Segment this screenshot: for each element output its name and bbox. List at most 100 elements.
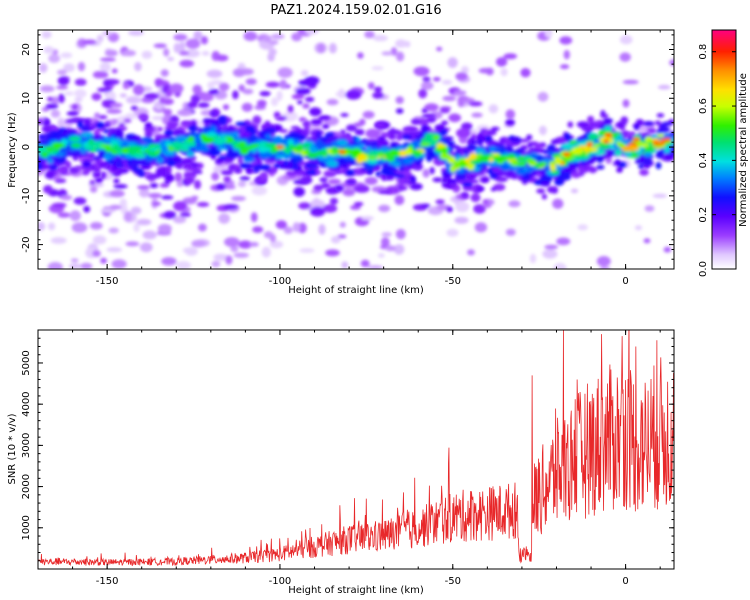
heatmap-noise-cell	[537, 91, 549, 102]
snr-frame	[37, 329, 675, 570]
heatmap-noise-cell	[269, 234, 276, 243]
heatmap-ridge-cell	[172, 128, 186, 137]
colorbar-tick-label: 0.2	[698, 207, 709, 223]
heatmap-ridge-cell	[534, 163, 545, 168]
heatmap-noise-cell	[529, 253, 537, 264]
heatmap-noise-cell	[552, 198, 564, 209]
heatmap-ridge-cell	[360, 138, 368, 145]
heatmap-noise-cell	[325, 249, 340, 257]
heatmap-noise-cell	[563, 49, 570, 60]
heatmap-ridge-cell	[439, 129, 448, 136]
heatmap-ridge-cell	[587, 115, 595, 124]
colorbar-frame	[711, 29, 737, 270]
heatmap-noise-cell	[45, 103, 59, 110]
heatmap-ridge-cell	[115, 162, 125, 169]
heatmap-noise-cell	[342, 188, 356, 197]
heatmap-ridge-cell	[38, 134, 46, 140]
heatmap-ridge-cell	[78, 152, 90, 157]
heatmap-ridge-cell	[657, 133, 665, 138]
heatmap-ridge-cell	[507, 153, 516, 160]
heatmap-ridge-cell	[137, 171, 146, 177]
heatmap-noise-cell	[276, 90, 283, 101]
heatmap-ridge-cell	[155, 167, 167, 176]
heatmap-noise-cell	[622, 99, 630, 108]
heatmap-noise-cell	[169, 83, 184, 94]
heatmap-ridge-cell	[218, 155, 227, 160]
heatmap-ridge-cell	[130, 145, 142, 151]
heatmap-ridge-cell	[643, 152, 652, 157]
heatmap-ridge-cell	[318, 115, 331, 121]
heatmap-noise-cell	[446, 228, 459, 237]
heatmap-ridge-cell	[92, 156, 101, 160]
heatmap-ridge-cell	[535, 143, 542, 150]
heatmap-noise-cell	[322, 204, 338, 213]
heatmap-ridge-cell	[417, 118, 430, 126]
heatmap-noise-cell	[357, 52, 364, 59]
heatmap-ridge-cell	[315, 130, 322, 139]
heatmap-ridge-cell	[257, 158, 263, 166]
heatmap-noise-cell	[201, 51, 210, 56]
heatmap-ridge-cell	[401, 134, 413, 140]
heatmap-ridge-cell	[392, 161, 401, 167]
heatmap-noise-cell	[271, 33, 285, 40]
heatmap-noise-cell	[176, 261, 191, 269]
ytick-label: 0	[21, 144, 32, 150]
heatmap-noise-cell	[124, 112, 138, 120]
heatmap-noise-cell	[144, 92, 160, 100]
heatmap-ridge-cell	[130, 106, 138, 111]
heatmap-noise-cell	[50, 109, 61, 118]
heatmap-ridge-cell	[656, 113, 665, 118]
heatmap-noise-cell	[211, 260, 221, 268]
heatmap-noise-cell	[302, 103, 310, 109]
heatmap-ridge-cell	[461, 182, 473, 187]
xtick-label: 0	[622, 576, 628, 587]
heatmap-ridge-cell	[505, 119, 516, 126]
ytick-label: 2000	[21, 474, 32, 499]
heatmap-noise-cell	[215, 54, 229, 62]
heatmap-ridge-cell	[627, 145, 639, 150]
heatmap-noise-cell	[505, 228, 516, 236]
heatmap-noise-cell	[223, 204, 239, 210]
heatmap-noise-cell	[470, 193, 481, 203]
heatmap-ridge-cell	[231, 140, 239, 147]
heatmap-noise-cell	[43, 185, 53, 194]
heatmap-noise-cell	[177, 109, 193, 117]
heatmap-noise-cell	[291, 93, 305, 100]
heatmap-ridge-cell	[387, 129, 401, 135]
heatmap-ridge-cell	[283, 160, 289, 166]
heatmap-ridge-cell	[245, 125, 256, 133]
heatmap-noise-cell	[139, 242, 153, 253]
ytick-label: -10	[21, 188, 32, 204]
heatmap-noise-cell	[461, 66, 469, 74]
heatmap-ridge-cell	[104, 121, 111, 128]
heatmap-ridge-cell	[661, 133, 672, 138]
heatmap-ridge-cell	[88, 138, 95, 146]
heatmap-ridge-cell	[202, 126, 213, 132]
heatmap-noise-cell	[96, 34, 104, 43]
heatmap-noise-cell	[106, 108, 122, 114]
heatmap-noise-cell	[233, 252, 249, 258]
heatmap-ridge-cell	[466, 177, 474, 182]
heatmap-ridge-cell	[187, 141, 197, 147]
heatmap-hotspot	[562, 152, 571, 157]
xtick-label: 0	[622, 276, 628, 287]
heatmap-noise-cell	[422, 168, 430, 178]
heatmap-ridge-cell	[129, 162, 137, 169]
heatmap-noise-cell	[110, 102, 123, 108]
heatmap-ridge-cell	[550, 170, 560, 175]
heatmap-noise-cell	[395, 39, 407, 48]
heatmap-ridge-cell	[103, 129, 110, 134]
heatmap-ridge-cell	[197, 102, 210, 108]
heatmap-ridge-cell	[273, 163, 281, 169]
heatmap-ridge-cell	[157, 127, 163, 132]
heatmap-noise-cell	[99, 61, 111, 73]
heatmap-ridge-cell	[469, 159, 477, 165]
heatmap-ridge-cell	[110, 140, 118, 145]
heatmap-noise-cell	[224, 237, 240, 247]
heatmap-noise-cell	[291, 32, 302, 42]
heatmap-ridge-cell	[155, 156, 164, 164]
heatmap-noise-cell	[211, 172, 220, 181]
heatmap-ridge-cell	[484, 135, 492, 142]
heatmap-ridge-cell	[167, 156, 173, 161]
